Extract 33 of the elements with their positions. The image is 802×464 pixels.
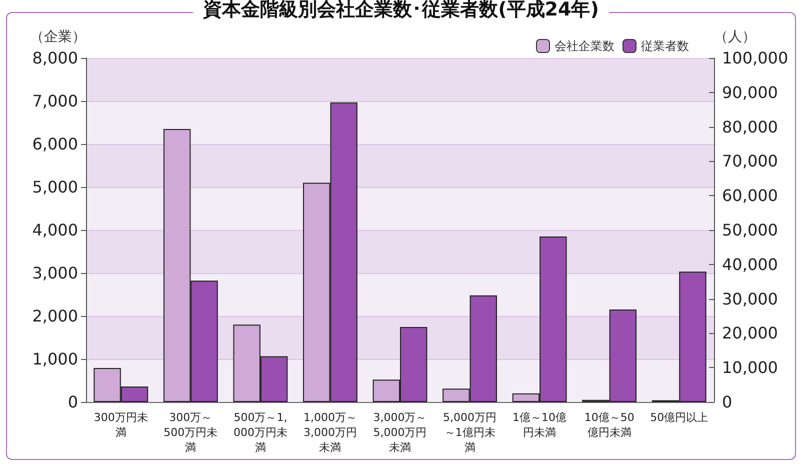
y-tick-label: 5,000	[32, 178, 78, 196]
y-tick-label: 1,000	[32, 350, 78, 368]
legend-label: 従業者数	[641, 39, 689, 53]
y2-tick-label: 40,000	[722, 254, 778, 274]
y2-tick-label: 70,000	[722, 152, 778, 171]
y-tick-label: 6,000	[32, 134, 78, 154]
x-tick-label: 5,000万円～1億円未満	[443, 411, 497, 454]
x-tick-label: 300万円未満	[94, 411, 148, 439]
y-tick-label: 8,000	[32, 48, 78, 68]
y-tick-label: 7,000	[32, 92, 78, 110]
x-tick-label: 10億～50億円未満	[584, 411, 634, 439]
y2-tick-label: 90,000	[722, 82, 778, 102]
x-tick-label: 1億～10億円未満	[512, 411, 567, 439]
y2-tick-label: 60,000	[722, 186, 778, 206]
x-tick-label: 300万～500万円未満	[164, 411, 218, 454]
x-tick-label: 3,000万～5,000万円未満	[373, 411, 427, 454]
y-tick-label: 0	[68, 392, 78, 412]
legend-label: 会社企業数	[554, 39, 614, 53]
y2-tick-label: 50,000	[722, 220, 778, 240]
x-tick-label: 50億円以上	[650, 411, 708, 424]
y2-tick-label: 100,000	[722, 48, 788, 68]
y-tick-label: 3,000	[32, 264, 78, 282]
x-tick-label: 1,000万～3,000万円未満	[303, 411, 357, 454]
y2-tick-label: 80,000	[722, 117, 778, 136]
y2-tick-label: 10,000	[722, 358, 778, 378]
x-tick-label: 500万～1,000万円未満	[233, 411, 288, 454]
y2-axis-title: （人）	[714, 29, 756, 45]
y-axis-title: （企業）	[30, 29, 86, 45]
y2-tick-label: 20,000	[722, 324, 778, 343]
y2-tick-label: 30,000	[722, 289, 778, 308]
y-tick-label: 2,000	[32, 306, 78, 326]
y-tick-label: 4,000	[32, 220, 78, 240]
y2-tick-label: 0	[722, 392, 732, 412]
